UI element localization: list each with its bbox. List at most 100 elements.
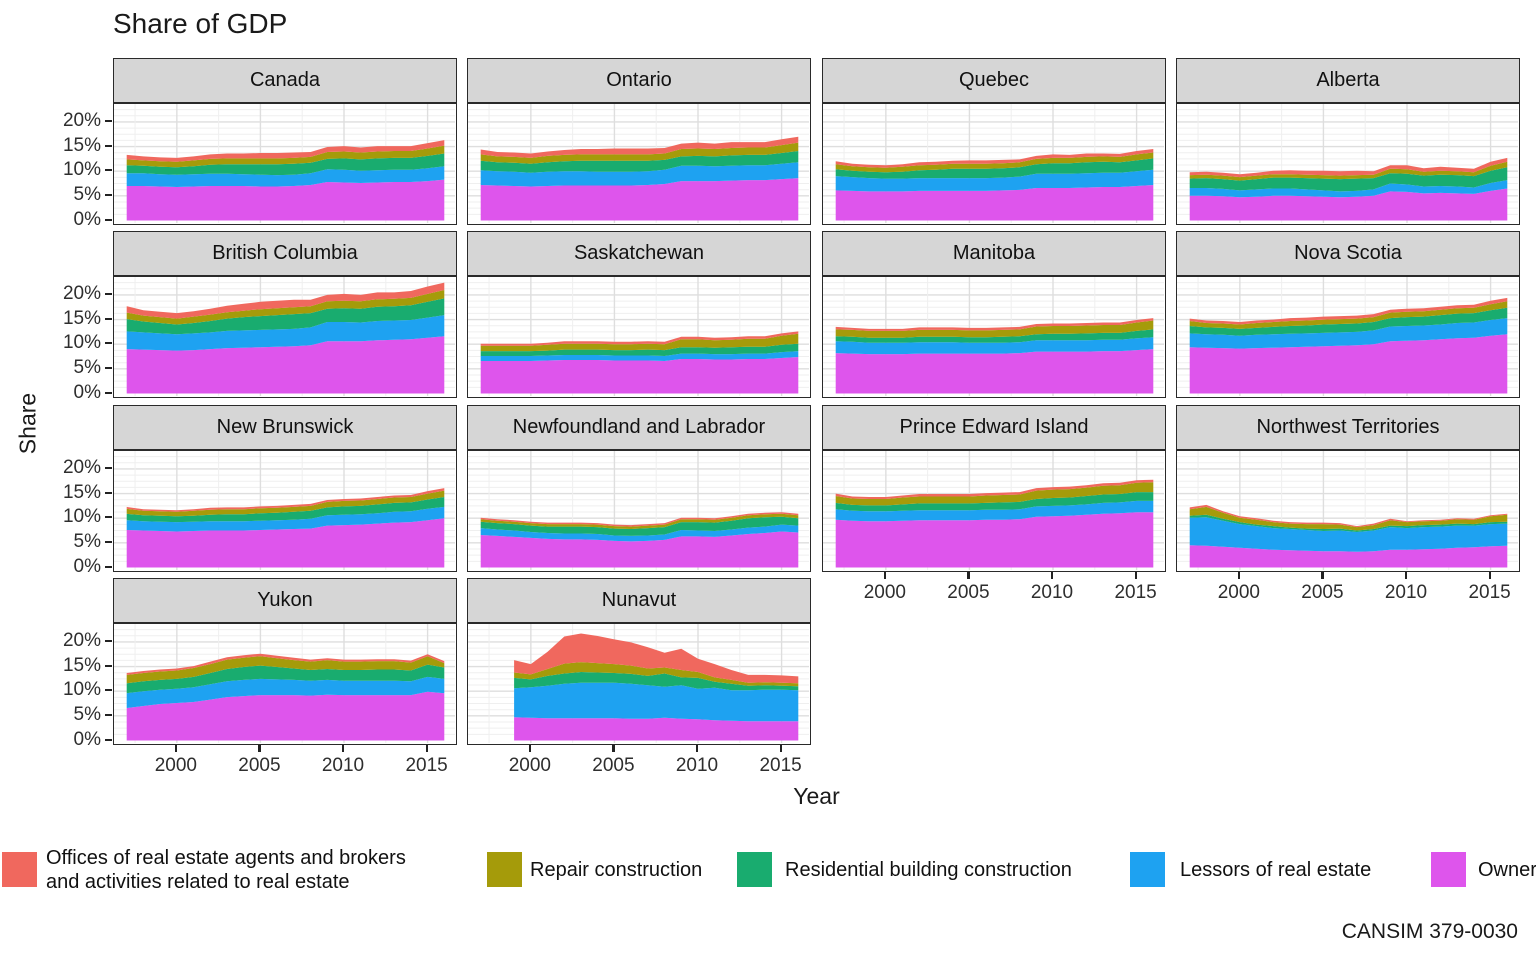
area-owner: [1189, 334, 1508, 394]
y-tick-label: 20%: [62, 282, 101, 304]
facet-strip-manitoba: Manitoba: [822, 231, 1166, 276]
x-tickmark: [696, 745, 699, 752]
y-tick-label: 15%: [62, 307, 101, 329]
x-tickmark: [1134, 572, 1137, 579]
y-tickmark: [105, 516, 112, 519]
facet-strip-alberta: Alberta: [1176, 58, 1520, 103]
facet-panel-saskatchewan: [467, 276, 811, 398]
facet-strip-quebec: Quebec: [822, 58, 1166, 103]
y-tickmark: [105, 292, 112, 296]
area-lessors: [835, 337, 1154, 355]
chart-title: Share of GDP: [113, 8, 288, 39]
facet-panel-northwest-territories: [1176, 450, 1520, 572]
facet-panel-canada: [113, 103, 457, 225]
x-tickmark: [1051, 572, 1054, 579]
area-residential: [480, 343, 799, 356]
facet-strip-ontario: Ontario: [467, 58, 811, 103]
area-residential: [126, 664, 445, 694]
area-residential: [1189, 307, 1508, 336]
area-residential: [835, 158, 1154, 179]
facet-panel-alberta: [1176, 103, 1520, 225]
area-repair: [480, 142, 799, 164]
y-tickmark: [105, 119, 112, 123]
area-residential: [480, 516, 799, 536]
area-owner: [480, 531, 799, 568]
y-tick-label: 15%: [62, 134, 101, 156]
area-residential: [126, 497, 445, 523]
y-tickmark: [105, 366, 112, 370]
facet-title: Prince Edward Island: [899, 416, 1089, 438]
facet-title: Northwest Territories: [1256, 416, 1440, 438]
facet-plot-yukon: [114, 624, 455, 743]
area-repair: [1189, 161, 1508, 181]
x-tick-label: 2015: [405, 755, 448, 776]
x-tick-label: 2000: [154, 755, 197, 776]
area-repair: [126, 656, 445, 684]
x-tick-label: 2005: [238, 755, 281, 776]
facet-plot-nova-scotia: [1177, 277, 1518, 396]
x-tick-label: 2010: [675, 755, 719, 776]
x-tick-label: 2000: [863, 582, 906, 603]
x-tickmark: [1321, 572, 1324, 579]
legend-key-lessors: [1130, 852, 1165, 887]
facet-title: Canada: [249, 69, 321, 91]
y-tick-label: 20%: [62, 456, 101, 478]
area-lessors: [835, 169, 1154, 192]
area-residential: [480, 151, 799, 173]
y-tick-label: 5%: [73, 703, 101, 725]
facet-plot-canada: [114, 104, 455, 223]
area-lessors: [126, 676, 445, 708]
facet-title: Quebec: [958, 69, 1030, 91]
x-tickmark: [425, 745, 428, 752]
y-tick-label: 0%: [73, 381, 101, 403]
area-owner: [126, 518, 445, 568]
y-tickmark: [105, 144, 112, 147]
facet-strip-nova-scotia: Nova Scotia: [1176, 231, 1520, 276]
legend-label-lessors: Lessors of real estate: [1180, 858, 1372, 881]
facet-strip-british-columbia: British Columbia: [113, 231, 457, 276]
facet-strip-new-brunswick: New Brunswick: [113, 405, 457, 450]
facet-title: Yukon: [257, 589, 313, 611]
legend: Offices of real estate agents and broker…: [0, 847, 1536, 912]
y-tick-label: 0%: [73, 728, 101, 750]
facet-panel-newfoundland-and-labrador: [467, 450, 811, 572]
y-tick-label: 0%: [73, 208, 101, 230]
area-offices: [1189, 157, 1508, 178]
y-tickmark: [105, 713, 112, 717]
facet-plot-ontario: [468, 104, 809, 223]
facet-panel-ontario: [467, 103, 811, 225]
area-residential: [126, 153, 445, 176]
legend-label-owner: Owner-: [1478, 858, 1536, 881]
area-offices: [480, 136, 799, 158]
area-lessors: [126, 166, 445, 187]
facet-title: Ontario: [606, 69, 672, 91]
facet-plot-saskatchewan: [468, 277, 809, 396]
x-axis-title: Year: [793, 783, 840, 809]
facet-plot-northwest-territories: [1177, 451, 1518, 570]
area-offices: [126, 282, 445, 319]
area-owner: [835, 512, 1154, 568]
y-tickmark: [105, 466, 112, 470]
facet-title: Nunavut: [601, 589, 677, 611]
area-repair: [480, 513, 799, 529]
facet-plot-british-columbia: [114, 277, 455, 396]
legend-label-repair: Repair construction: [530, 858, 703, 881]
facet-panel-yukon: [113, 623, 457, 745]
area-offices: [126, 653, 445, 675]
area-owner: [1189, 188, 1508, 221]
y-axis-title: Share: [14, 392, 41, 455]
area-offices: [835, 479, 1154, 499]
facet-panel-manitoba: [822, 276, 1166, 398]
area-repair: [480, 333, 799, 352]
area-lessors: [1189, 318, 1508, 349]
x-tickmark: [174, 745, 178, 752]
area-residential: [1189, 167, 1508, 192]
area-residential: [835, 329, 1154, 343]
area-owner: [1189, 545, 1508, 568]
x-tickmark: [1488, 572, 1491, 579]
legend-label-offices: Offices of real estate agents and broker…: [46, 846, 406, 894]
area-lessors: [480, 351, 799, 361]
facet-strip-saskatchewan: Saskatchewan: [467, 231, 811, 276]
x-tick-label: 2015: [1468, 582, 1511, 603]
area-repair: [835, 482, 1154, 506]
